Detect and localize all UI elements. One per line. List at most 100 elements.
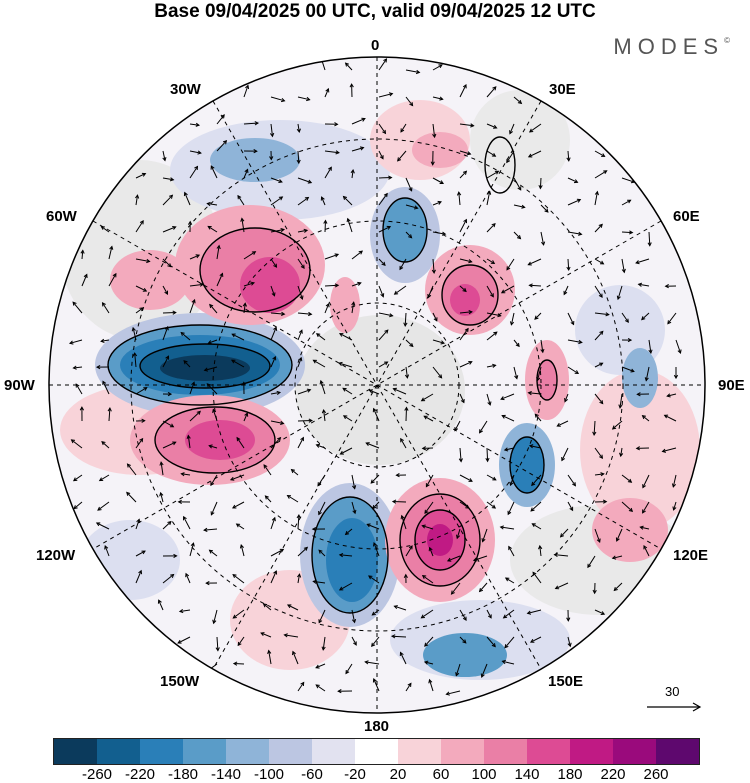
wind-arrow-head — [273, 263, 278, 268]
wind-arrow — [297, 547, 308, 557]
wind-arrow — [500, 526, 515, 530]
wind-arrow-head — [162, 157, 167, 162]
wind-arrow — [316, 333, 326, 341]
wind-arrow — [351, 302, 355, 314]
wind-arrow — [664, 414, 677, 422]
wind-arrow-head — [283, 633, 288, 638]
wind-arrow-head — [371, 611, 376, 616]
wind-arrow-head — [530, 507, 535, 512]
wind-arrow-head — [292, 650, 296, 656]
wind-arrow — [432, 231, 446, 235]
wind-arrow-head — [630, 368, 635, 373]
wind-arrow — [529, 123, 542, 133]
wind-arrow — [284, 634, 299, 638]
wind-arrow-head — [208, 549, 213, 554]
wind-arrow — [621, 199, 631, 206]
wind-arrow-head — [563, 290, 568, 296]
wind-arrow-head — [215, 647, 220, 652]
wind-arrow-head — [432, 133, 437, 139]
wind-arrow-head — [463, 218, 467, 224]
wind-arrow-head — [390, 634, 396, 639]
wind-arrow — [432, 339, 445, 344]
wind-arrow — [189, 254, 200, 260]
wind-arrow-head — [254, 121, 260, 126]
wind-arrow-head — [260, 632, 265, 637]
map-boundary — [48, 56, 706, 714]
wind-arrow — [455, 663, 461, 676]
wind-arrow — [459, 636, 467, 644]
wind-arrow-head — [393, 290, 399, 295]
wind-arrow-head — [306, 388, 312, 393]
wind-arrow — [127, 463, 137, 476]
wind-arrow-head — [164, 325, 169, 331]
wind-arrow-head — [321, 646, 326, 651]
wind-arrow — [567, 636, 571, 647]
wind-arrow — [208, 339, 218, 344]
wind-arrow-head — [271, 292, 276, 297]
wind-arrow — [456, 528, 461, 539]
wind-arrow — [621, 177, 635, 183]
wind-arrow — [393, 388, 407, 395]
wind-arrow — [451, 582, 461, 595]
wind-arrow-head — [605, 312, 610, 317]
wind-arrow-head — [183, 191, 188, 197]
wind-arrow — [567, 177, 578, 183]
wind-arrow-head — [183, 515, 187, 521]
wind-arrow — [481, 663, 488, 678]
wind-arrow — [270, 327, 277, 341]
wind-arrow — [324, 284, 339, 287]
wind-arrow-head — [187, 220, 193, 225]
map-title: Base 09/04/2025 00 UTC, valid 09/04/2025… — [154, 1, 596, 22]
wind-arrow — [405, 407, 407, 422]
wind-arrow-head — [382, 129, 387, 135]
colorbar-tick-label: -100 — [253, 766, 285, 783]
wind-arrow — [180, 332, 191, 341]
wind-arrow-head — [424, 509, 429, 515]
wind-arrow — [162, 285, 168, 295]
wind-arrow-head — [671, 483, 677, 488]
wind-arrow-head — [592, 589, 597, 595]
wind-arrow-head — [598, 223, 603, 228]
wind-arrow-head — [368, 575, 373, 580]
wind-arrow-head — [240, 217, 245, 222]
wind-arrow-head — [567, 642, 572, 648]
wind-arrow — [162, 355, 169, 368]
wind-arrow — [185, 573, 191, 584]
wind-arrow-head — [168, 194, 174, 199]
wind-arrow — [183, 360, 191, 368]
wind-arrow — [243, 85, 249, 98]
wind-arrow-head — [278, 179, 283, 183]
wind-arrow-head — [639, 525, 644, 530]
wind-arrow-head — [308, 418, 313, 423]
wind-arrow-head — [157, 599, 162, 604]
wind-arrow-head — [392, 387, 397, 392]
wind-arrow — [270, 391, 281, 395]
wind-arrow — [372, 609, 380, 616]
wind-arrow — [486, 331, 498, 341]
wind-arrow-head — [466, 151, 472, 156]
wind-arrow — [508, 546, 515, 557]
wind-arrow-head — [408, 545, 413, 550]
wind-arrow — [81, 250, 84, 260]
wind-arrow-head — [352, 485, 357, 490]
wind-arrow-head — [465, 504, 470, 509]
wind-arrow-head — [364, 660, 369, 665]
wind-arrow — [459, 361, 473, 368]
wind-arrow — [459, 258, 472, 263]
wind-arrow-head — [373, 542, 377, 547]
wind-arrow — [287, 604, 299, 611]
wind-arrow-head — [321, 408, 327, 414]
wind-arrow — [207, 225, 218, 233]
wind-arrow-head — [253, 148, 258, 154]
wind-arrow — [135, 570, 142, 584]
wind-arrow-head — [566, 617, 571, 622]
colorbar-tick-label: 100 — [471, 766, 497, 783]
wind-arrow-head — [142, 288, 148, 292]
wind-arrow — [501, 415, 515, 422]
wind-arrow-head — [534, 413, 539, 418]
wind-arrow — [640, 526, 650, 530]
wind-arrow — [392, 501, 407, 503]
colorbar-tick-label: -220 — [124, 766, 156, 783]
graticule — [49, 57, 705, 713]
wind-arrow — [486, 474, 497, 481]
